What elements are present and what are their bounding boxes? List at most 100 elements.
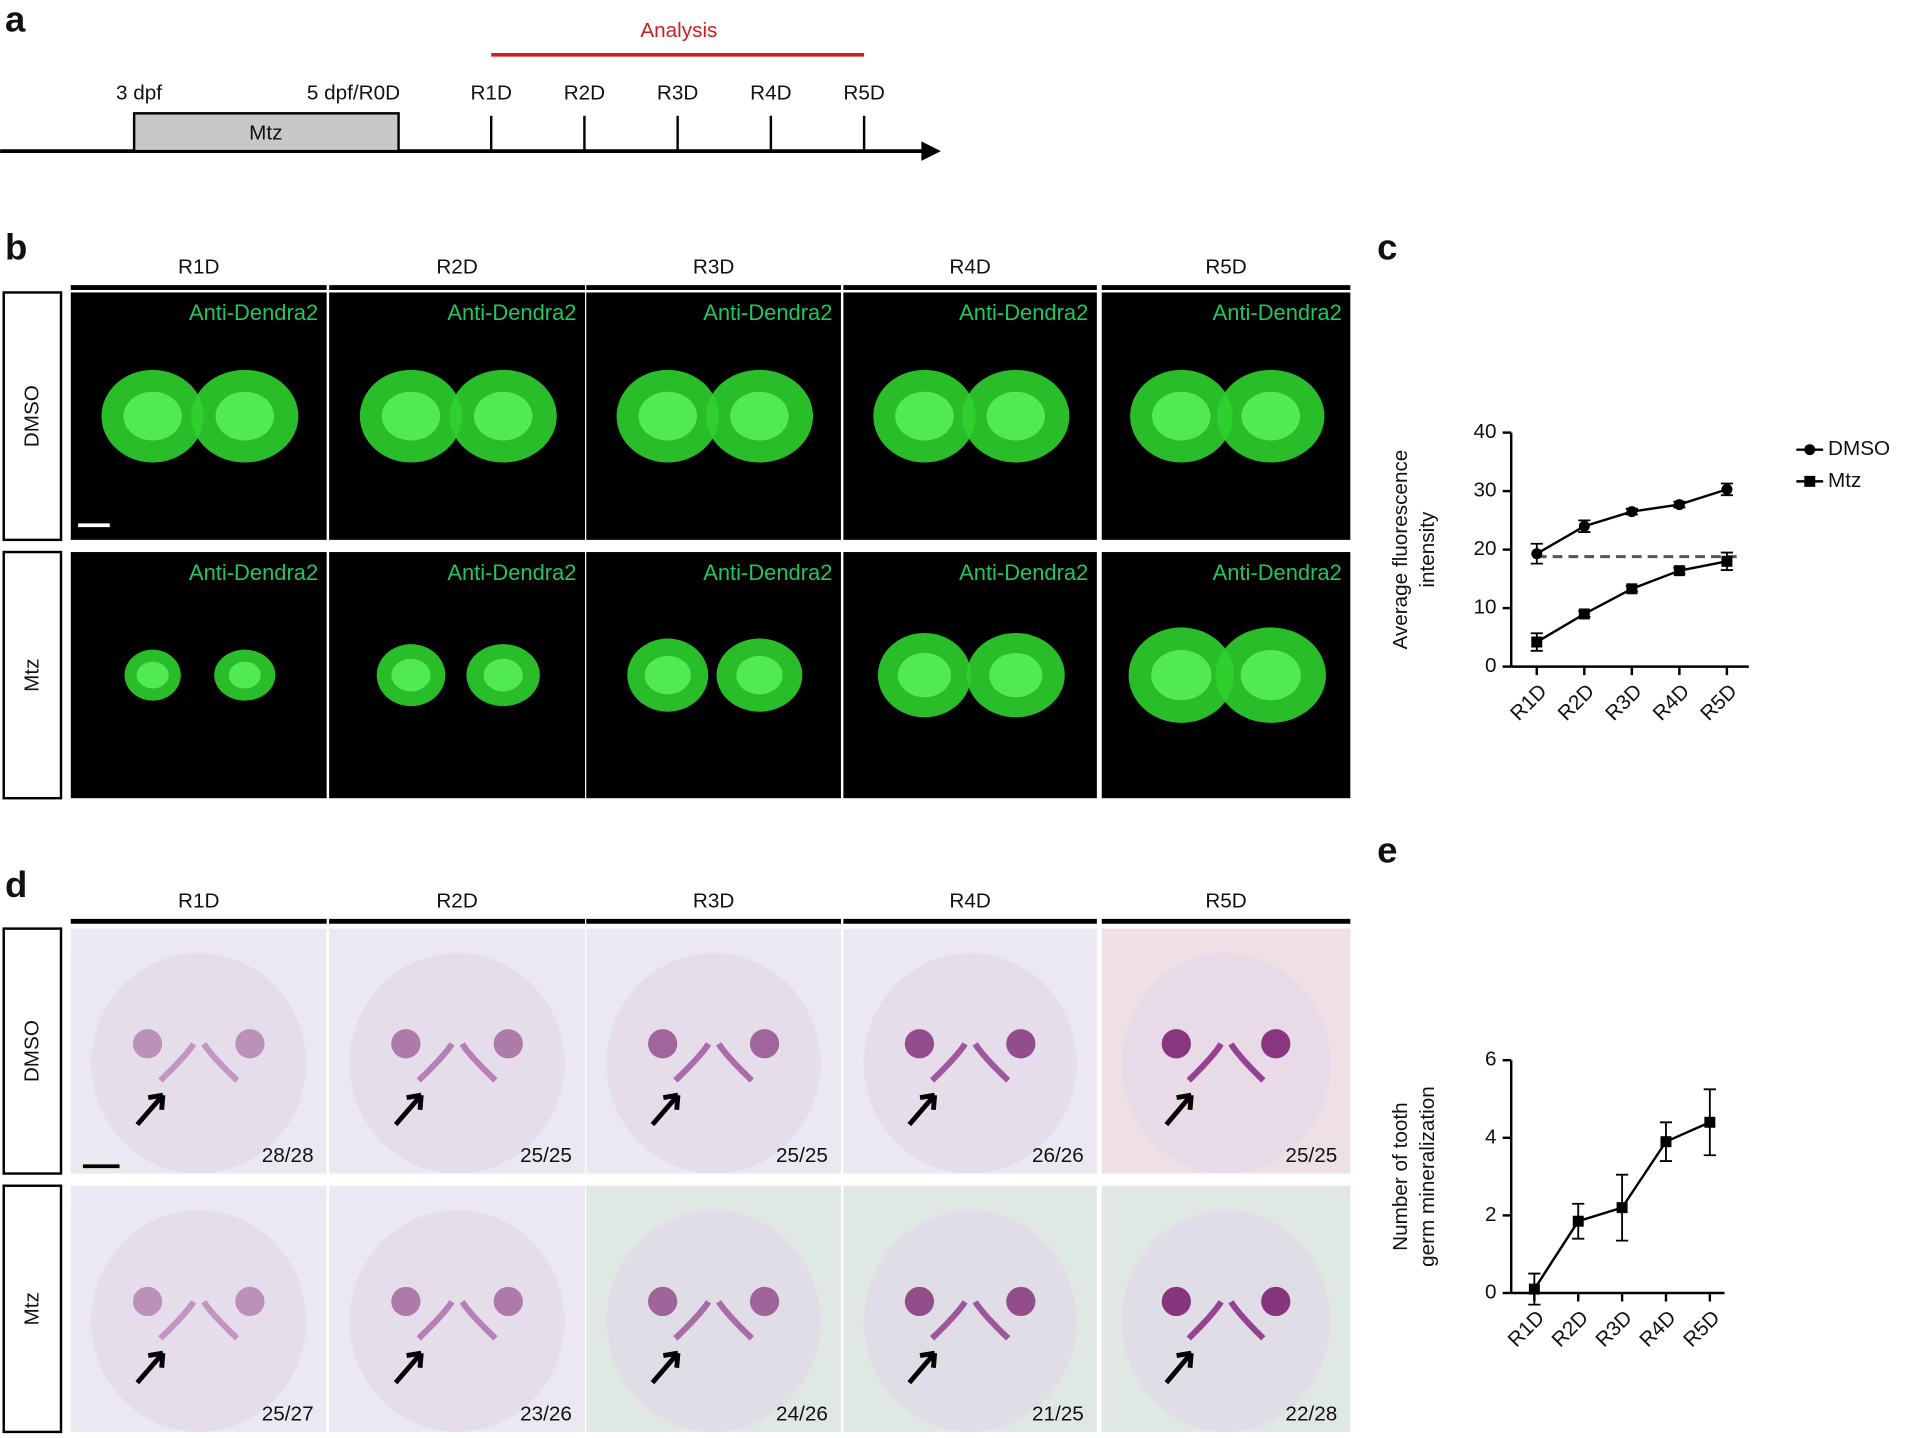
stained-structure (648, 1029, 678, 1059)
cell-cluster-core (391, 658, 431, 692)
row-label-box (2, 550, 63, 800)
timeline-day: R2D (564, 81, 605, 104)
point (1531, 548, 1543, 560)
legend-label: Mtz (1828, 469, 1861, 492)
stained-structure (391, 1029, 421, 1059)
cartilage (673, 1042, 754, 1083)
point (1572, 1215, 1584, 1227)
point (1616, 1202, 1628, 1214)
point (1528, 1283, 1540, 1295)
stain-label: Anti-Dendra2 (189, 560, 318, 585)
stained-structure (235, 1286, 265, 1317)
arrow (135, 1350, 166, 1385)
point (1578, 520, 1590, 532)
stained-structure (1161, 1286, 1191, 1317)
panel-letter: c (1377, 226, 1397, 267)
series-line (1536, 488, 1728, 555)
panel-letter: d (5, 864, 27, 905)
arrow (907, 1350, 938, 1385)
y-tick-label: 40 (1474, 420, 1497, 443)
cell-cluster-core (136, 661, 169, 689)
specimen-count: 25/25 (520, 1144, 572, 1167)
head-outline (606, 953, 821, 1174)
cell-cluster-core (644, 655, 691, 695)
x-tick-label: R4D (1649, 680, 1695, 726)
arrow (1164, 1350, 1194, 1385)
column-header: R3D (693, 256, 734, 279)
column-header: R2D (436, 256, 477, 279)
y-axis-label: germ mineralization (1416, 1086, 1439, 1267)
cartilage (929, 1300, 1011, 1341)
stained-structure (1161, 1029, 1191, 1059)
stained-structure (1006, 1286, 1036, 1317)
cell-cluster-core (986, 391, 1045, 441)
cell-cluster-core (736, 655, 783, 695)
cell-cluster-core (473, 391, 533, 441)
stained-structure (1261, 1286, 1291, 1317)
legend-marker (1804, 444, 1816, 456)
arrow (393, 1092, 424, 1127)
cell-cluster-core (730, 391, 789, 441)
stained-structure (132, 1029, 163, 1059)
column-header: R1D (178, 256, 219, 279)
specimen-count: 28/28 (262, 1144, 314, 1167)
y-axis-label: Number of tooth (1389, 1102, 1412, 1250)
y-tick-label: 6 (1485, 1048, 1497, 1071)
cartilage (158, 1300, 240, 1341)
arrow (1164, 1092, 1194, 1127)
cartilage (416, 1042, 498, 1083)
cell-cluster-core (1152, 391, 1211, 441)
stained-structure (904, 1029, 935, 1059)
stained-structure (749, 1286, 780, 1317)
end-label: 5 dpf/R0D (307, 81, 400, 104)
point (1626, 583, 1638, 595)
analysis-label: Analysis (640, 19, 717, 42)
arrow (393, 1350, 424, 1385)
micrograph (586, 552, 841, 799)
stained-structure (493, 1286, 523, 1317)
stained-structure (132, 1286, 163, 1317)
y-tick-label: 30 (1474, 479, 1497, 502)
stained-structure (235, 1029, 265, 1059)
column-header: R4D (949, 256, 990, 279)
legend-marker (1804, 475, 1816, 487)
stained-structure (493, 1029, 523, 1059)
arrow (135, 1092, 166, 1127)
stain-label: Anti-Dendra2 (959, 560, 1088, 585)
treatment-box (132, 112, 400, 153)
head-outline (349, 953, 565, 1174)
cartilage (1186, 1300, 1266, 1341)
cell-cluster-core (228, 661, 261, 689)
arrow (907, 1092, 938, 1127)
point (1578, 608, 1590, 620)
cell-cluster-core (483, 658, 523, 692)
column-header: R2D (436, 889, 477, 912)
x-tick-label: R1D (1504, 1306, 1550, 1352)
point (1531, 636, 1543, 648)
cartilage (673, 1300, 754, 1341)
row-label-box (2, 291, 63, 542)
y-axis-label: Average fluorescence (1389, 450, 1412, 650)
series-line (1536, 560, 1728, 644)
row-label: DMSO (20, 1020, 43, 1082)
point (1660, 1136, 1672, 1148)
column-header: R5D (1205, 889, 1246, 912)
arrow (650, 1092, 681, 1127)
column-header: R3D (693, 889, 734, 912)
point (1626, 506, 1638, 518)
panel-letter: e (1377, 830, 1397, 871)
stain-label: Anti-Dendra2 (703, 300, 832, 325)
micrograph (329, 552, 586, 799)
y-tick-label: 0 (1485, 654, 1497, 677)
legend-label: DMSO (1828, 437, 1890, 460)
x-tick-label: R2D (1553, 680, 1599, 726)
micrograph (70, 552, 327, 799)
head-outline (349, 1210, 565, 1432)
stained-structure (1006, 1029, 1036, 1059)
stained-structure (904, 1286, 935, 1317)
x-tick-label: R5D (1696, 680, 1742, 726)
timeline-day: R4D (750, 81, 791, 104)
cartilage (158, 1042, 240, 1083)
timeline-day: R3D (657, 81, 698, 104)
x-tick-label: R1D (1506, 680, 1552, 726)
